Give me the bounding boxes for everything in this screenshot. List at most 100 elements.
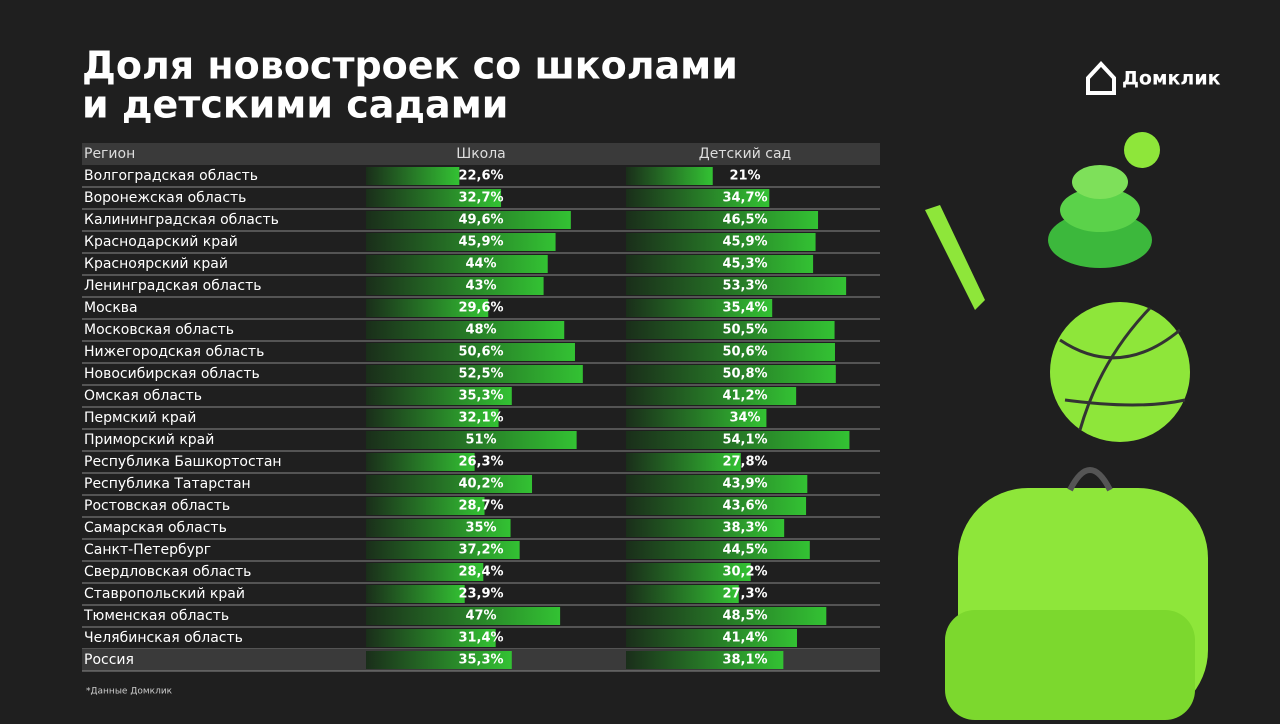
- bar: [366, 541, 520, 559]
- column-header: Школа: [456, 146, 506, 162]
- bar: [626, 277, 847, 295]
- bar: [626, 431, 850, 449]
- region-label: Ленинградская область: [84, 278, 261, 294]
- bar: [366, 211, 571, 229]
- bar: [366, 409, 499, 427]
- bar: [366, 365, 583, 383]
- chart-title: Доля новостроек со школами: [82, 44, 738, 88]
- column-header: Детский сад: [699, 146, 791, 162]
- value-label: 47%: [465, 609, 496, 624]
- region-label: Краснодарский край: [84, 234, 238, 250]
- value-label: 28,7%: [458, 499, 503, 514]
- bar: [366, 585, 465, 603]
- region-label: Приморский край: [84, 432, 214, 448]
- ball-lines: [1059, 306, 1186, 431]
- pencil: [925, 205, 985, 310]
- region-label: Московская область: [84, 322, 234, 338]
- region-label: Ставропольский край: [84, 586, 245, 602]
- bar: [626, 365, 836, 383]
- footnote: *Данные Домклик: [86, 687, 173, 697]
- toy-ring: [1072, 165, 1128, 199]
- value-label: 50,6%: [458, 345, 503, 360]
- value-label: 27,8%: [722, 455, 767, 470]
- region-label: Москва: [84, 300, 138, 316]
- bar: [626, 343, 835, 361]
- value-label: 48%: [465, 323, 496, 338]
- toy-ring: [1060, 188, 1140, 232]
- logo-icon: [1086, 61, 1116, 95]
- region-label: Красноярский край: [84, 256, 228, 272]
- bar: [366, 497, 485, 515]
- illustrations: [925, 132, 1208, 720]
- value-label: 49,6%: [458, 213, 503, 228]
- value-label: 51%: [465, 433, 496, 448]
- bar: [366, 519, 511, 537]
- value-label: 41,4%: [722, 631, 767, 646]
- value-label: 37,2%: [458, 543, 503, 558]
- bar: [366, 343, 575, 361]
- bar: [366, 233, 556, 251]
- value-label: 32,7%: [458, 191, 503, 206]
- region-label: Россия: [84, 652, 134, 668]
- region-label: Ростовская область: [84, 498, 230, 514]
- value-label: 27,3%: [722, 587, 767, 602]
- value-label: 40,2%: [458, 477, 503, 492]
- bar: [626, 189, 770, 207]
- value-label: 50,6%: [722, 345, 767, 360]
- brand-logo: Домклик: [1086, 61, 1221, 95]
- bar: [626, 255, 814, 273]
- value-label: 45,3%: [722, 257, 767, 272]
- region-label: Свердловская область: [84, 564, 251, 580]
- backpack-handle: [1067, 467, 1113, 492]
- region-label: Воронежская область: [84, 190, 246, 206]
- bar: [626, 387, 797, 405]
- bar: [626, 607, 827, 625]
- value-label: 50,8%: [722, 367, 767, 382]
- value-label: 46,5%: [722, 213, 767, 228]
- value-label: 45,9%: [722, 235, 767, 250]
- bar: [366, 189, 502, 207]
- region-label: Нижегородская область: [84, 344, 264, 360]
- bar: [626, 409, 767, 427]
- bar: [366, 607, 561, 625]
- value-label: 32,1%: [458, 411, 503, 426]
- value-label: 48,5%: [722, 609, 767, 624]
- bar: [366, 167, 460, 185]
- value-label: 28,4%: [458, 565, 503, 580]
- value-label: 26,3%: [458, 455, 503, 470]
- column-header: Регион: [84, 146, 135, 162]
- value-label: 35,3%: [458, 653, 503, 668]
- region-label: Новосибирская область: [84, 366, 260, 382]
- region-label: Самарская область: [84, 520, 227, 536]
- bar: [366, 387, 512, 405]
- value-label: 41,2%: [722, 389, 767, 404]
- value-label: 30,2%: [722, 565, 767, 580]
- bar: [366, 299, 489, 317]
- value-label: 43,6%: [722, 499, 767, 514]
- value-label: 44,5%: [722, 543, 767, 558]
- value-label: 43,9%: [722, 477, 767, 492]
- bar: [626, 167, 713, 185]
- region-label: Республика Башкортостан: [84, 454, 282, 470]
- region-label: Омская область: [84, 388, 202, 404]
- value-label: 35,4%: [722, 301, 767, 316]
- ball: [1050, 302, 1190, 442]
- backpack-pocket: [945, 610, 1195, 720]
- region-label: Республика Татарстан: [84, 476, 251, 492]
- region-label: Тюменская область: [83, 608, 229, 624]
- bar: [626, 475, 808, 493]
- brand-name: Домклик: [1122, 68, 1221, 90]
- bar: [366, 651, 512, 669]
- bar: [626, 497, 807, 515]
- value-label: 35,3%: [458, 389, 503, 404]
- bar: [626, 453, 741, 471]
- value-label: 22,6%: [458, 169, 503, 184]
- bar: [366, 563, 484, 581]
- region-label: Калининградская область: [84, 212, 279, 228]
- bar: [626, 519, 785, 537]
- value-label: 35%: [465, 521, 496, 536]
- region-label: Волгоградская область: [84, 168, 258, 184]
- value-label: 54,1%: [722, 433, 767, 448]
- value-label: 43%: [465, 279, 496, 294]
